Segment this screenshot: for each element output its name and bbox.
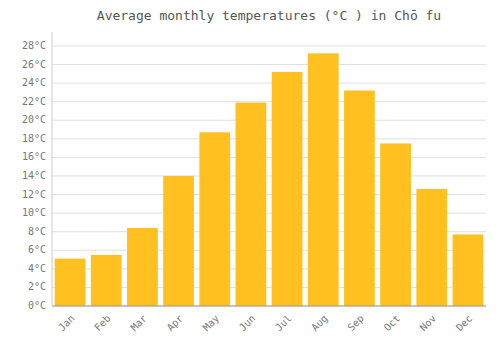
grid-line xyxy=(52,157,486,158)
x-tick-label: Mar xyxy=(128,313,149,334)
bar xyxy=(308,53,339,306)
y-tick-label: 8°C xyxy=(28,226,46,237)
x-tick-label: Nov xyxy=(418,313,439,334)
bar xyxy=(163,176,194,306)
x-tick-label: Feb xyxy=(92,313,113,334)
bar xyxy=(55,259,86,306)
grid-line xyxy=(52,45,486,46)
y-grid xyxy=(52,46,486,306)
y-tick-label: 26°C xyxy=(22,59,46,70)
grid-line xyxy=(52,83,486,84)
chart: 0°C 2°C 4°C 6°C 8°C 10°C 12°C 14°C 16°C 18°C 20°C 2… xyxy=(0,0,500,350)
y-tick-label: 6°C xyxy=(28,244,46,255)
x-tick-label: Dec xyxy=(454,313,475,334)
x-axis-line xyxy=(52,306,486,307)
grid-line xyxy=(52,306,486,307)
y-tick-label: 0°C xyxy=(28,300,46,311)
bar xyxy=(272,72,303,306)
y-tick-label: 24°C xyxy=(22,77,46,88)
x-tick-label: Sep xyxy=(345,313,366,334)
y-ticks: 0°C 2°C 4°C 6°C 8°C 10°C 12°C 14°C 16°C 18°C 20°C 2… xyxy=(22,40,46,311)
y-axis-line xyxy=(52,32,53,306)
y-tick-label: 20°C xyxy=(22,114,46,125)
title: Average monthly temperatures (°C ) in Ch… xyxy=(97,8,441,23)
y-tick-label: 14°C xyxy=(22,170,46,181)
bar xyxy=(199,132,230,306)
bar xyxy=(236,103,267,306)
grid-line xyxy=(52,64,486,65)
grid-line xyxy=(52,120,486,121)
bar xyxy=(127,228,158,306)
bar xyxy=(453,234,484,306)
y-tick-label: 2°C xyxy=(28,281,46,292)
y-tick-label: 22°C xyxy=(22,96,46,107)
y-tick-label: 10°C xyxy=(22,207,46,218)
x-tick-label: Oct xyxy=(382,313,403,334)
grid-line xyxy=(52,175,486,176)
grid-line xyxy=(52,101,486,102)
x-tick-label: Jan xyxy=(56,313,77,334)
y-tick-label: 12°C xyxy=(22,189,46,200)
bar xyxy=(416,189,447,306)
x-tick-label: Jun xyxy=(237,313,258,334)
x-tick-label: Apr xyxy=(165,313,186,334)
x-tick-label: Aug xyxy=(309,313,330,334)
bar xyxy=(91,255,122,306)
bars xyxy=(55,53,484,306)
bar xyxy=(344,91,375,306)
y-tick-label: 16°C xyxy=(22,151,46,162)
y-tick-label: 28°C xyxy=(22,40,46,51)
y-tick-label: 18°C xyxy=(22,133,46,144)
x-ticks: Jan Feb Mar Apr May Jun Jul Aug Sep Oct Nov Dec xyxy=(56,313,474,334)
x-tick-label: Jul xyxy=(273,313,294,334)
grid-line xyxy=(52,138,486,139)
bar xyxy=(380,143,411,306)
x-tick-label: May xyxy=(201,313,222,334)
y-tick-label: 4°C xyxy=(28,263,46,274)
